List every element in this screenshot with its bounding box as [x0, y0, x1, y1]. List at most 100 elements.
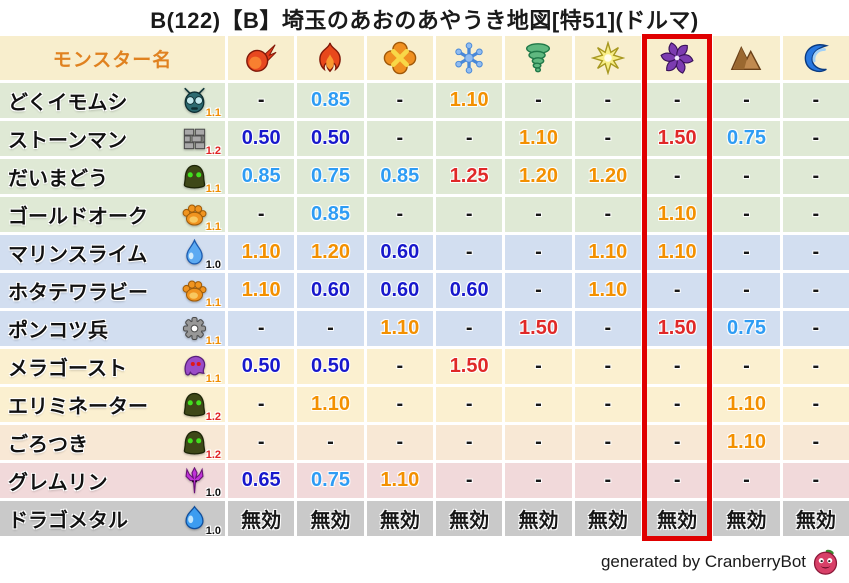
resist-cell: 1.50	[644, 121, 711, 156]
resist-cell: -	[713, 463, 780, 498]
element-header-3	[436, 36, 503, 80]
family-modifier: 1.2	[205, 411, 221, 423]
resist-cell: -	[574, 463, 641, 498]
resist-cell: 0.85	[366, 159, 433, 194]
flame-icon	[313, 41, 347, 75]
resist-cell: 1.10	[297, 387, 364, 422]
resist-cell: -	[436, 311, 503, 346]
resist-cell: -	[436, 121, 503, 156]
resist-cell: 無効	[436, 501, 503, 536]
resist-cell: 0.75	[297, 463, 364, 498]
resist-cell: 1.20	[574, 159, 641, 194]
resist-cell: -	[574, 197, 641, 232]
monster-row-name: エリミネーター 1.2	[0, 387, 225, 423]
slime-icon: 1.0	[181, 505, 221, 537]
family-modifier: 1.2	[205, 145, 221, 157]
resist-cell: -	[713, 273, 780, 308]
resist-cell: -	[436, 463, 503, 498]
monster-row-name: グレムリン 1.0	[0, 463, 225, 499]
monster-name: ポンコツ兵	[8, 320, 108, 342]
resist-cell: -	[644, 425, 711, 460]
monster-name-header: モンスター名	[0, 36, 225, 80]
family-modifier: 1.1	[205, 297, 221, 309]
resist-cell: 無効	[297, 501, 364, 536]
resist-cell: 0.75	[713, 311, 780, 346]
resist-cell: -	[366, 349, 433, 384]
resist-cell: -	[782, 463, 849, 498]
element-header-4	[505, 36, 572, 80]
trident-icon: 1.0	[181, 466, 221, 499]
monster-row-name: ホタテワラビー 1.1	[0, 273, 225, 309]
hood-icon: 1.1	[181, 163, 221, 195]
element-header-1	[297, 36, 364, 80]
resistance-table: モンスター名 どくイモムシ 1.1-0.85-1.10- - - - - ストーンマン 1.2 0…	[0, 36, 849, 537]
resist-cell: -	[782, 273, 849, 308]
dark-pinwheel-icon	[660, 41, 694, 75]
resist-cell: -	[505, 349, 572, 384]
resist-cell: 1.10	[228, 273, 295, 308]
resist-cell: 無効	[505, 501, 572, 536]
resist-cell: 1.10	[713, 425, 780, 460]
resist-cell: 0.85	[228, 159, 295, 194]
resist-cell: 1.25	[436, 159, 503, 194]
resist-cell: -	[228, 425, 295, 460]
resist-cell: -	[782, 311, 849, 346]
resist-cell: -	[505, 197, 572, 232]
burst-icon	[383, 41, 417, 75]
resist-cell: 1.10	[228, 235, 295, 270]
gear-icon: 1.1	[181, 315, 221, 347]
resist-cell: 1.10	[366, 463, 433, 498]
monster-name: マリンスライム	[8, 244, 148, 266]
ice-icon	[452, 41, 486, 75]
hood-icon: 1.2	[181, 429, 221, 461]
resist-cell: 1.10	[644, 197, 711, 232]
resist-cell: -	[782, 387, 849, 422]
resist-cell: -	[505, 235, 572, 270]
monster-row-name: ストーンマン 1.2	[0, 121, 225, 157]
paw-icon: 1.1	[181, 277, 221, 309]
resist-cell: 0.75	[713, 121, 780, 156]
resist-cell: 0.50	[228, 121, 295, 156]
resist-cell: 1.50	[644, 311, 711, 346]
resist-cell: -	[366, 121, 433, 156]
resist-cell: 1.10	[366, 311, 433, 346]
resist-cell: -	[574, 425, 641, 460]
resist-cell: -	[782, 159, 849, 194]
monster-name: グレムリン	[8, 472, 108, 494]
resist-cell: -	[366, 387, 433, 422]
resist-cell: 無効	[574, 501, 641, 536]
page-title: B(122)【B】埼玉のあおのあやうき地図[特51](ドルマ)	[150, 8, 699, 33]
brick-icon: 1.2	[181, 125, 221, 157]
resist-cell: 1.10	[574, 235, 641, 270]
resist-cell: -	[366, 83, 433, 118]
hood-icon: 1.2	[181, 391, 221, 423]
resist-cell: 1.10	[574, 273, 641, 308]
resist-cell: -	[228, 197, 295, 232]
resist-cell: -	[228, 387, 295, 422]
resist-cell: 無効	[228, 501, 295, 536]
resist-cell: -	[644, 463, 711, 498]
resist-cell: -	[505, 387, 572, 422]
monster-row-name: ゴールドオーク 1.1	[0, 197, 225, 233]
family-modifier: 1.0	[205, 525, 221, 537]
resist-cell: 0.85	[297, 83, 364, 118]
element-header-0	[228, 36, 295, 80]
spark-icon	[590, 41, 625, 75]
resist-cell: 1.20	[297, 235, 364, 270]
resist-cell: 0.65	[228, 463, 295, 498]
resist-cell: -	[782, 425, 849, 460]
resist-cell: -	[713, 197, 780, 232]
resist-cell: 0.60	[366, 273, 433, 308]
monster-name: ホタテワラビー	[8, 282, 148, 304]
element-header-6	[644, 36, 711, 80]
resist-cell: -	[644, 273, 711, 308]
resist-cell: 0.50	[297, 349, 364, 384]
resist-cell: 1.50	[505, 311, 572, 346]
resist-cell: -	[713, 159, 780, 194]
monster-row-name: ドラゴメタル 1.0	[0, 501, 225, 537]
resist-cell: -	[228, 83, 295, 118]
resist-cell: -	[297, 425, 364, 460]
resist-cell: -	[574, 387, 641, 422]
monster-name: エリミネーター	[8, 396, 148, 418]
family-modifier: 1.0	[205, 259, 221, 271]
